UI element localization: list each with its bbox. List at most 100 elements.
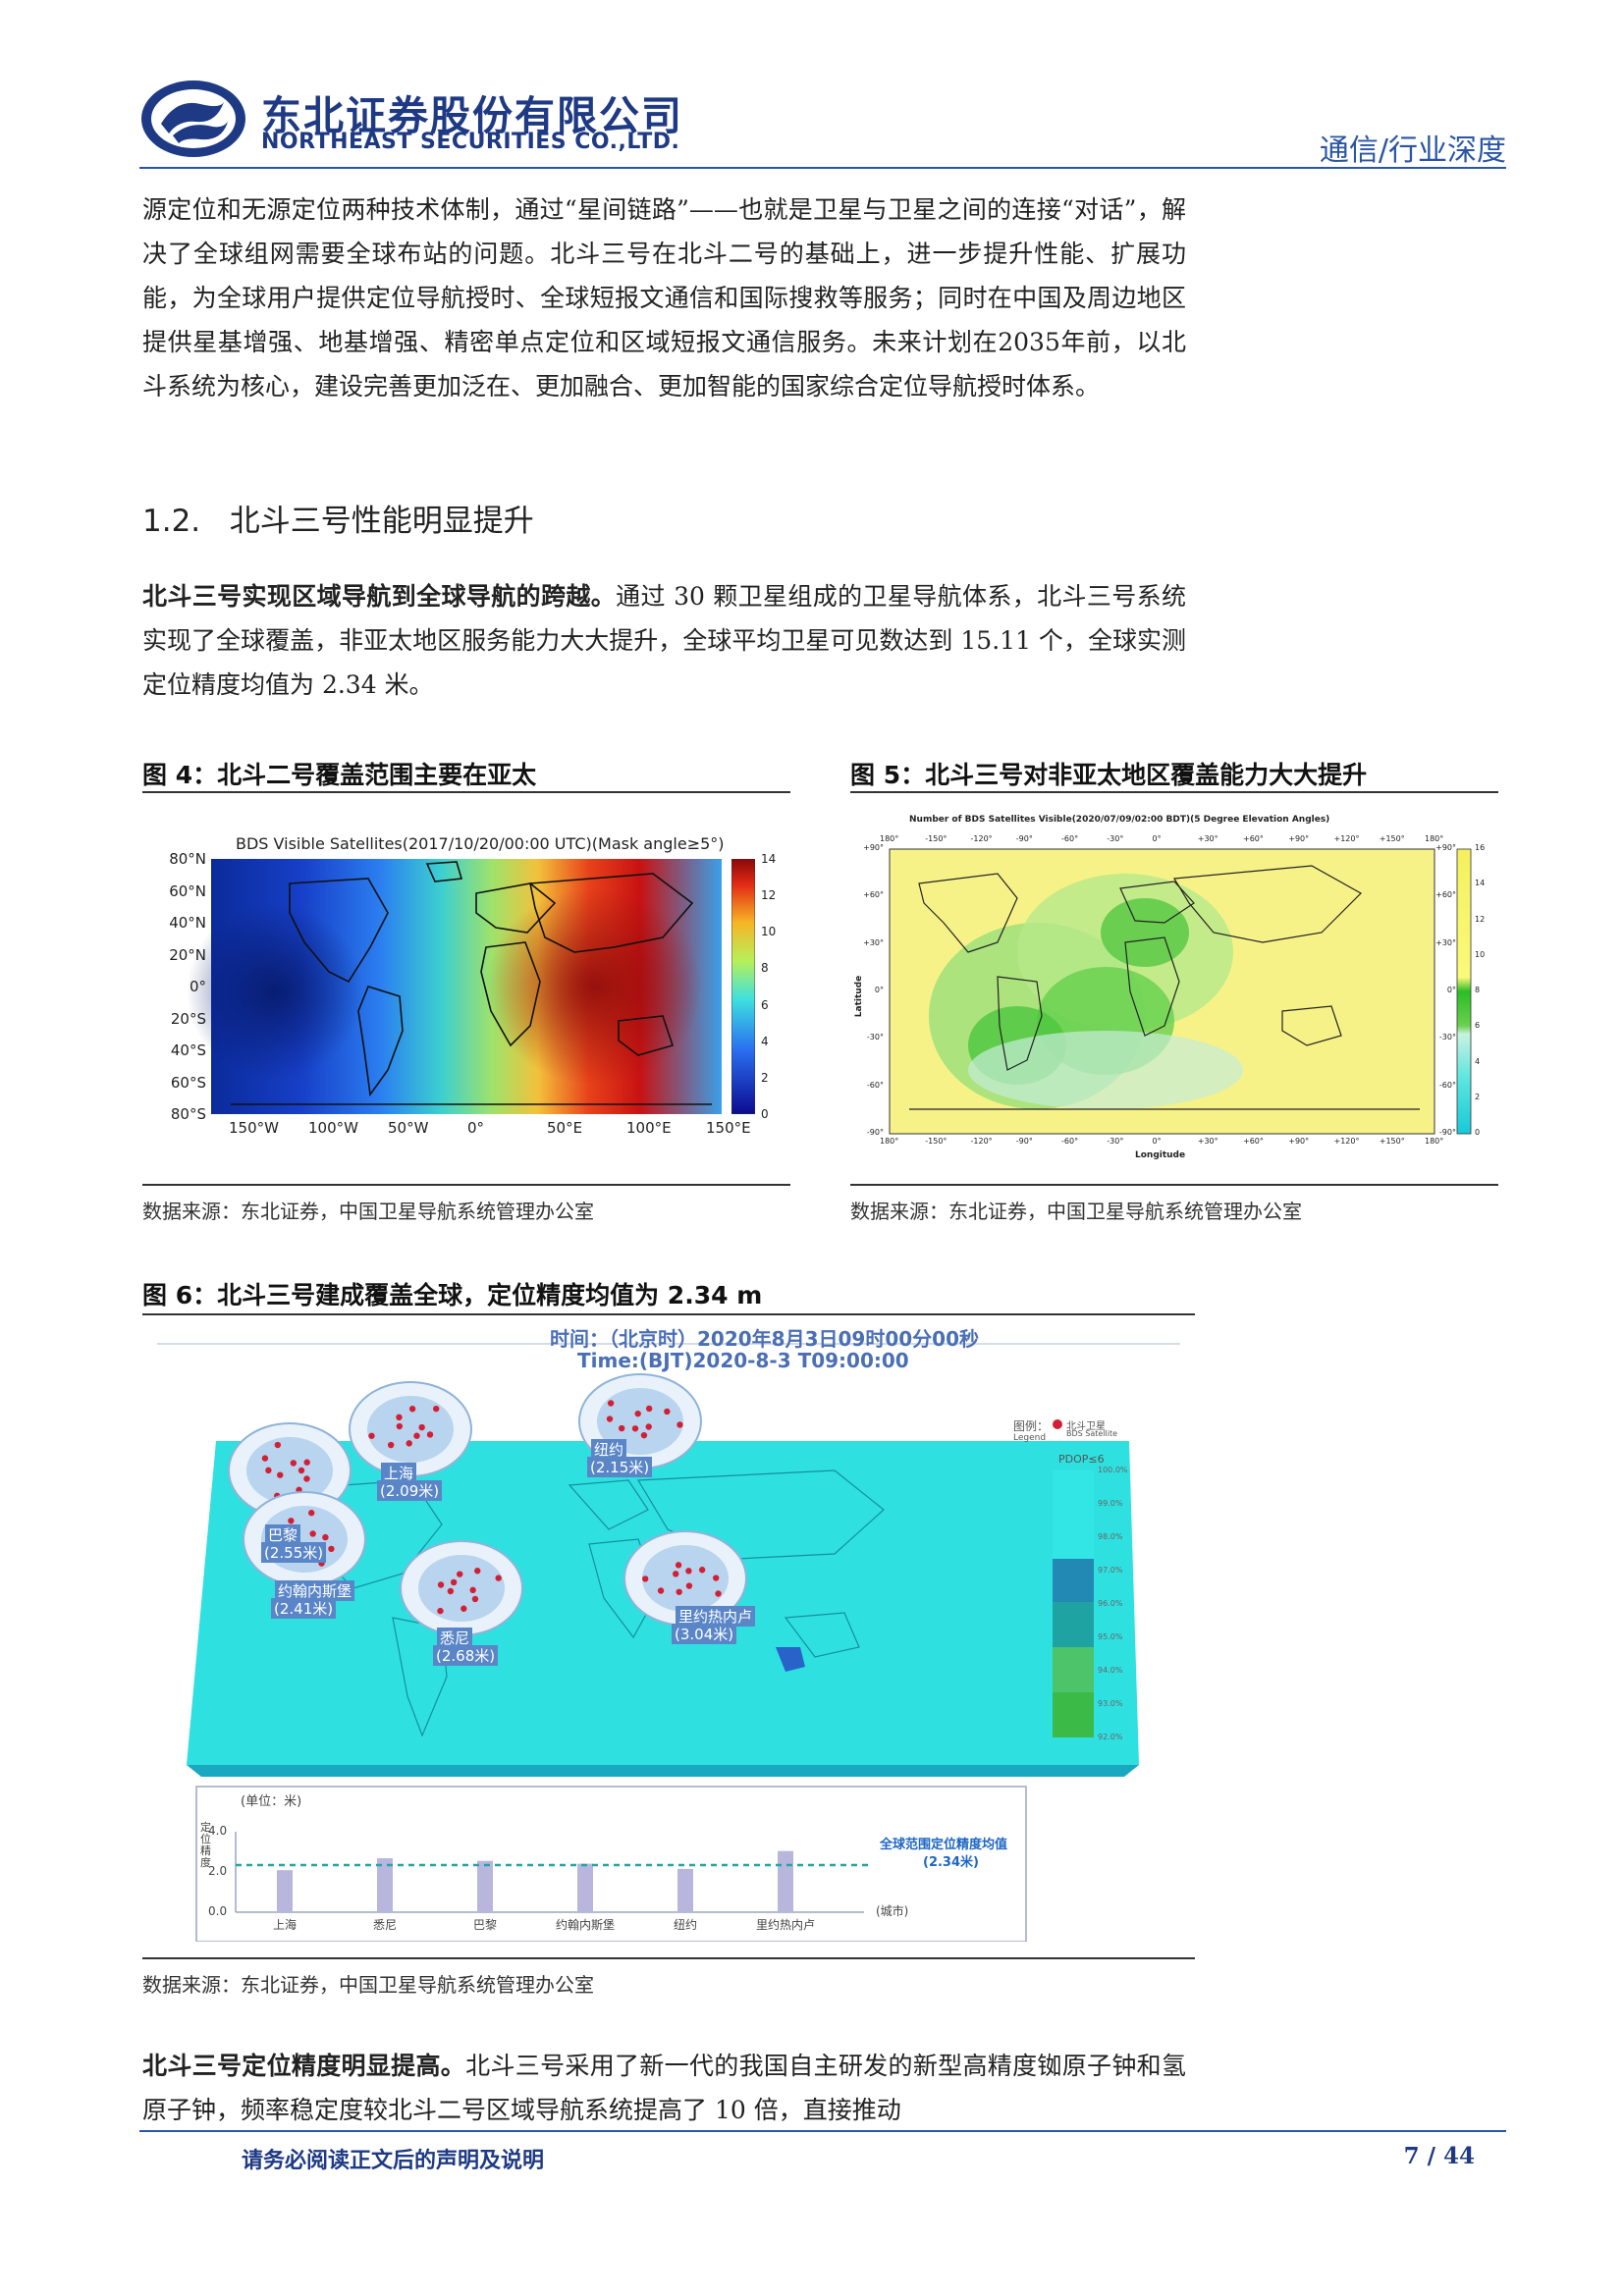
pdop-scale-tick: 95.0% bbox=[1098, 1632, 1123, 1641]
satellite-dot bbox=[698, 1567, 706, 1574]
figure-4-source-rule bbox=[142, 1184, 790, 1186]
satellite-dot bbox=[328, 1545, 335, 1553]
bar-chart-y-tick: 2.0 bbox=[208, 1864, 228, 1878]
city-name: 里约热内卢 bbox=[676, 1606, 756, 1627]
figure-5-y-tick: -30° bbox=[866, 1033, 884, 1042]
satellite-dot bbox=[675, 1562, 682, 1569]
section-heading: 1.2. 北斗三号性能明显提升 bbox=[142, 496, 534, 540]
bar-4 bbox=[677, 1868, 693, 1912]
figure-5-colorbar-tick: 4 bbox=[1475, 1056, 1481, 1066]
figure-4-y-tick: 80°N bbox=[169, 850, 206, 868]
city-bubble bbox=[400, 1540, 523, 1636]
figure-5-x-tick: -90° bbox=[1015, 834, 1033, 843]
figure-5-x-tick: +30° bbox=[1197, 834, 1218, 843]
figure-5-x-axis: 180° -150° -120° -90° -60° -30° 0° +30° +60° +90°… bbox=[880, 1137, 1443, 1150]
figure-5-colorbar-tick: 16 bbox=[1475, 843, 1486, 852]
satellite-dot-icon bbox=[1053, 1419, 1062, 1429]
satellite-dot bbox=[288, 1518, 295, 1524]
figure-6-pdop-scale: 100.0% 99.0% 98.0% 97.0% 96.0% 95.0% 94.0% 93.0… bbox=[1098, 1466, 1147, 1741]
pdop-scale-tick: 99.0% bbox=[1098, 1499, 1123, 1508]
satellite-dot bbox=[308, 1510, 315, 1517]
satellite-dot bbox=[657, 1587, 665, 1594]
figure-6-source: 数据来源：东北证券，中国卫星导航系统管理办公室 bbox=[142, 1973, 594, 1997]
city-name: 巴黎 bbox=[265, 1524, 301, 1545]
paragraph-text: 北斗三号采用了新一代的我国自主研发的新型高精度铷原子钟和氢原子钟，频率稳定度较北… bbox=[142, 2052, 1186, 2124]
figure-5-colorbar-tick: 14 bbox=[1475, 879, 1486, 888]
pdop-scale-tick: 94.0% bbox=[1098, 1666, 1123, 1675]
figure-5-x-tick: +150° bbox=[1379, 1137, 1405, 1146]
figure-5-x-tick: 0° bbox=[1152, 834, 1162, 843]
bar-3 bbox=[577, 1863, 593, 1912]
city-bubble bbox=[623, 1530, 747, 1627]
section-title: 北斗三号性能明显提升 bbox=[229, 504, 534, 539]
figure-4-x-axis: 150°W 100°W 50°W 0° 50°E 100°E 150°E bbox=[211, 1119, 751, 1139]
figure-6-legend-label: Legend bbox=[1013, 1433, 1047, 1443]
figure-6-legend-sat-cn: 北斗卫星 bbox=[1066, 1421, 1106, 1432]
figure-5-y-label: Latitude bbox=[854, 975, 865, 1018]
figure-5-x-label: Longitude bbox=[1135, 1150, 1186, 1160]
disclaimer-note: 请务必阅读正文后的声明及说明 bbox=[242, 2149, 545, 2173]
figure-5-x-tick: -60° bbox=[1061, 1137, 1079, 1146]
satellite-dot bbox=[274, 1441, 282, 1449]
city-bubble bbox=[243, 1491, 366, 1587]
satellite-dot bbox=[396, 1414, 403, 1421]
figure-5-x-tick: -30° bbox=[1107, 834, 1124, 843]
bar-0 bbox=[277, 1870, 293, 1912]
satellite-dot bbox=[676, 1588, 682, 1595]
figure-5-chart: Number of BDS Satellites Visible(2020/07… bbox=[850, 805, 1498, 1168]
satellite-dot bbox=[495, 1575, 502, 1581]
satellite-dot bbox=[368, 1432, 375, 1439]
satellite-dot bbox=[685, 1568, 692, 1575]
city-name: 纽约 bbox=[591, 1439, 627, 1460]
figure-5-x-tick: +90° bbox=[1288, 834, 1310, 843]
figure-5-colorbar-tick: 6 bbox=[1475, 1021, 1481, 1031]
reference-line-value: (2.34米) bbox=[923, 1855, 979, 1870]
figure-4-chart-title: BDS Visible Satellites(2017/10/20/00:00 … bbox=[236, 834, 725, 853]
figure-5-x-axis-top: 180° -150° -120° -90° -60° -30° 0° +30° +60° +90°… bbox=[880, 834, 1443, 848]
figure-5-y-tick: -90° bbox=[866, 1128, 884, 1137]
figure-5-caption: 图 5：北斗三号对非亚太地区覆盖能力大大提升 bbox=[850, 761, 1368, 789]
paragraph-lead: 北斗三号实现区域导航到全球导航的跨越。 bbox=[142, 582, 617, 611]
figure-5-y-tick: 0° bbox=[874, 986, 884, 994]
satellite-dot bbox=[303, 1475, 310, 1482]
company-logo-icon bbox=[141, 80, 245, 157]
footer-divider bbox=[139, 2130, 1506, 2132]
figure-6-legend-title: 图例： bbox=[1013, 1419, 1050, 1433]
bar-category-label: 上海 bbox=[272, 1918, 297, 1932]
figure-4-x-tick: 0° bbox=[467, 1119, 485, 1137]
bar-chart-y-label: 定位精度 bbox=[200, 1821, 211, 1869]
figure-4-y-tick: 20°S bbox=[170, 1009, 206, 1028]
city-accuracy: (3.04米) bbox=[672, 1624, 737, 1644]
figure-4-source: 数据来源：东北证券，中国卫星导航系统管理办公室 bbox=[142, 1200, 594, 1223]
figure-4-colorbar-tick: 4 bbox=[761, 1034, 769, 1048]
figure-5-x-tick: +90° bbox=[1288, 1137, 1310, 1146]
city-name: 悉尼 bbox=[437, 1628, 473, 1648]
figure-5-x-tick: 180° bbox=[1425, 1137, 1444, 1146]
satellite-dot bbox=[450, 1578, 458, 1586]
figure-5-y-tick: -60° bbox=[866, 1080, 884, 1090]
pdop-scale-tick: 97.0% bbox=[1098, 1566, 1123, 1575]
bar-chart-y-tick: 4.0 bbox=[208, 1824, 228, 1838]
city-accuracy: (2.55米) bbox=[261, 1542, 327, 1563]
pdop-scale-tick: 98.0% bbox=[1098, 1532, 1123, 1541]
satellite-dot bbox=[685, 1582, 693, 1589]
body-paragraph-3: 北斗三号定位精度明显提高。北斗三号采用了新一代的我国自主研发的新型高精度铷原子钟… bbox=[142, 2044, 1186, 2132]
satellite-dot bbox=[447, 1587, 455, 1595]
figure-5-x-tick: +30° bbox=[1197, 1137, 1218, 1146]
figure-6-time-en: Time:(BJT)2020-8-3 T09:00:00 bbox=[577, 1349, 909, 1372]
figure-5-colorbar-tick: 10 bbox=[1475, 949, 1486, 959]
figure-5-colorbar-tick: 12 bbox=[1475, 914, 1486, 924]
figure-4-x-tick: 100°E bbox=[626, 1119, 672, 1137]
figure-5-x-tick: 180° bbox=[880, 1137, 899, 1146]
figure-6-pdop-label: PDOP≤6 bbox=[1058, 1453, 1105, 1466]
figure-4-caption: 图 4：北斗二号覆盖范围主要在亚太 bbox=[142, 761, 537, 789]
satellite-dot bbox=[387, 1441, 395, 1449]
figure-5-colorbar-tick: 2 bbox=[1475, 1092, 1481, 1101]
satellite-dot bbox=[265, 1467, 272, 1474]
satellite-dot bbox=[277, 1471, 284, 1478]
figure-4-x-tick: 150°E bbox=[706, 1119, 751, 1137]
figure-4-colorbar-ticks: 14 12 10 8 6 4 2 0 bbox=[761, 852, 790, 1121]
figure-4-y-axis: 80°N 60°N 40°N 20°N 0° 20°S 40°S 60°S 80°S bbox=[147, 850, 206, 1124]
figure-4-colorbar-tick: 8 bbox=[761, 961, 769, 976]
figure-6-caption: 图 6：北斗三号建成覆盖全球，定位精度均值为 2.34 m bbox=[142, 1281, 763, 1309]
